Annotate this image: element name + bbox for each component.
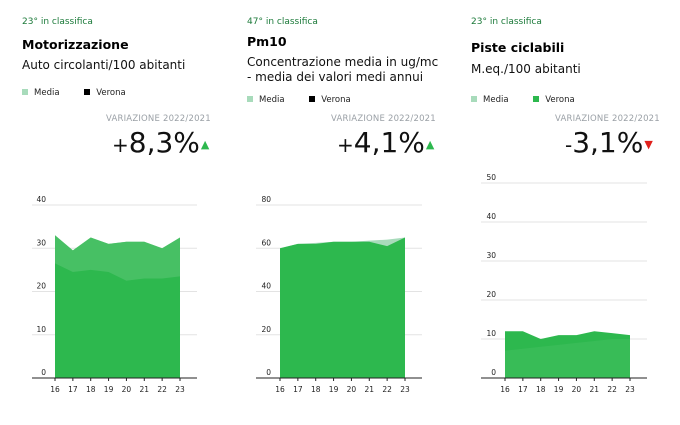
x-tick-label: 17 (518, 385, 528, 394)
legend-swatch (471, 95, 477, 102)
legend-swatch (22, 88, 28, 95)
x-tick-label: 22 (382, 385, 392, 394)
variation-number: 4,1% (353, 126, 425, 159)
legend-item-media: Media (22, 88, 60, 98)
y-tick-label: 0 (491, 368, 496, 377)
chart-2: 0 20 40 60 80 16 17 18 19 20 21 22 23 (256, 195, 422, 394)
y-tick-label: 30 (36, 238, 46, 247)
x-tick-label: 19 (554, 385, 564, 394)
y-tick-label: 10 (486, 329, 496, 338)
panel-subtitle: Auto circolanti/100 abitanti (22, 58, 185, 73)
variation-number: 3,1% (572, 126, 644, 159)
x-tick-label: 23 (175, 385, 185, 394)
x-tick-label: 22 (607, 385, 617, 394)
legend-swatch (84, 88, 91, 95)
legend-item-verona: Verona (533, 95, 575, 105)
legend-label: Verona (545, 95, 575, 105)
panel-pm10: 47° in classifica Pm10 Concentrazione me… (247, 0, 471, 425)
panel-title: Pm10 (247, 34, 287, 49)
variation-sign: + (337, 133, 354, 157)
panel-title: Piste ciclabili (471, 40, 565, 55)
y-tick-label: 40 (36, 195, 46, 204)
subtitle-line: Concentrazione media in ug/mc (247, 55, 439, 69)
legend-item-verona: Verona (309, 95, 351, 105)
x-tick-label: 23 (625, 385, 635, 394)
legend-swatch (533, 95, 540, 102)
up-arrow-icon: ▲ (200, 137, 210, 151)
variation-sign: + (112, 133, 129, 157)
x-tick-label: 20 (122, 385, 132, 394)
y-tick-label: 0 (41, 368, 46, 377)
variation-value: +4,1%▲ (337, 126, 434, 159)
x-tick-label: 17 (68, 385, 78, 394)
legend: Media Verona (22, 88, 148, 98)
x-tick-label: 20 (572, 385, 582, 394)
legend-item-verona: Verona (84, 88, 126, 98)
x-tick-label: 23 (400, 385, 410, 394)
legend-swatch (247, 95, 253, 102)
legend-label: Verona (321, 95, 351, 105)
subtitle-line: M.eq./100 abitanti (471, 62, 581, 76)
y-tick-label: 80 (261, 195, 271, 204)
y-tick-label: 40 (486, 212, 496, 221)
legend: Media Verona (471, 95, 597, 105)
panel-piste-ciclabili: 23° in classifica Piste ciclabili M.eq./… (471, 0, 680, 425)
legend-label: Media (34, 88, 60, 98)
y-tick-label: 40 (261, 282, 271, 291)
x-tick-label: 22 (157, 385, 167, 394)
y-tick-label: 60 (261, 238, 271, 247)
x-tick-label: 16 (50, 385, 60, 394)
legend-item-media: Media (471, 95, 509, 105)
rank-label: 47° in classifica (247, 17, 318, 27)
x-tick-label: 21 (140, 385, 150, 394)
area-verona (55, 263, 180, 378)
x-tick-label: 16 (500, 385, 510, 394)
subtitle-line: - media dei valori medi annui (247, 70, 424, 84)
variation-number: 8,3% (128, 126, 200, 159)
x-tick-label: 19 (329, 385, 339, 394)
y-tick-label: 10 (36, 325, 46, 334)
area-verona (280, 237, 405, 378)
x-tick-label: 18 (536, 385, 546, 394)
area-media (505, 339, 630, 378)
x-tick-label: 17 (293, 385, 303, 394)
panel-motorizzazione: 23° in classifica Motorizzazione Auto ci… (22, 0, 246, 425)
x-tick-label: 16 (275, 385, 285, 394)
y-tick-label: 20 (36, 282, 46, 291)
rank-label: 23° in classifica (471, 17, 542, 27)
legend-swatch (309, 95, 316, 102)
legend-label: Media (259, 95, 285, 105)
up-arrow-icon: ▲ (425, 137, 435, 151)
variation-value: -3,1%▼ (565, 126, 653, 159)
x-tick-label: 21 (365, 385, 375, 394)
variation-label: VARIAZIONE 2022/2021 (331, 114, 436, 124)
x-tick-label: 18 (311, 385, 321, 394)
subtitle-line: Auto circolanti/100 abitanti (22, 58, 186, 72)
chart-1: 0 10 20 30 40 16 17 18 19 20 21 22 23 (32, 195, 197, 394)
y-tick-label: 30 (486, 251, 496, 260)
chart-3: 0 10 20 30 40 50 16 17 18 19 20 21 22 23 (481, 173, 647, 394)
y-tick-label: 50 (486, 173, 496, 182)
variation-label: VARIAZIONE 2022/2021 (106, 114, 211, 124)
x-tick-label: 18 (86, 385, 96, 394)
panel-subtitle: M.eq./100 abitanti (471, 62, 581, 77)
x-tick-label: 21 (590, 385, 600, 394)
legend-label: Media (483, 95, 509, 105)
x-tick-label: 19 (104, 385, 114, 394)
legend-label: Verona (96, 88, 126, 98)
y-tick-label: 0 (266, 368, 271, 377)
rank-label: 23° in classifica (22, 17, 93, 27)
x-tick-label: 20 (347, 385, 357, 394)
variation-label: VARIAZIONE 2022/2021 (555, 114, 660, 124)
variation-value: +8,3%▲ (112, 126, 209, 159)
legend-item-media: Media (247, 95, 285, 105)
variation-sign: - (565, 133, 573, 157)
panel-subtitle: Concentrazione media in ug/mc - media de… (247, 55, 438, 85)
y-tick-label: 20 (486, 290, 496, 299)
legend: Media Verona (247, 95, 373, 105)
down-arrow-icon: ▼ (644, 137, 653, 151)
y-tick-label: 20 (261, 325, 271, 334)
panel-title: Motorizzazione (22, 37, 129, 52)
